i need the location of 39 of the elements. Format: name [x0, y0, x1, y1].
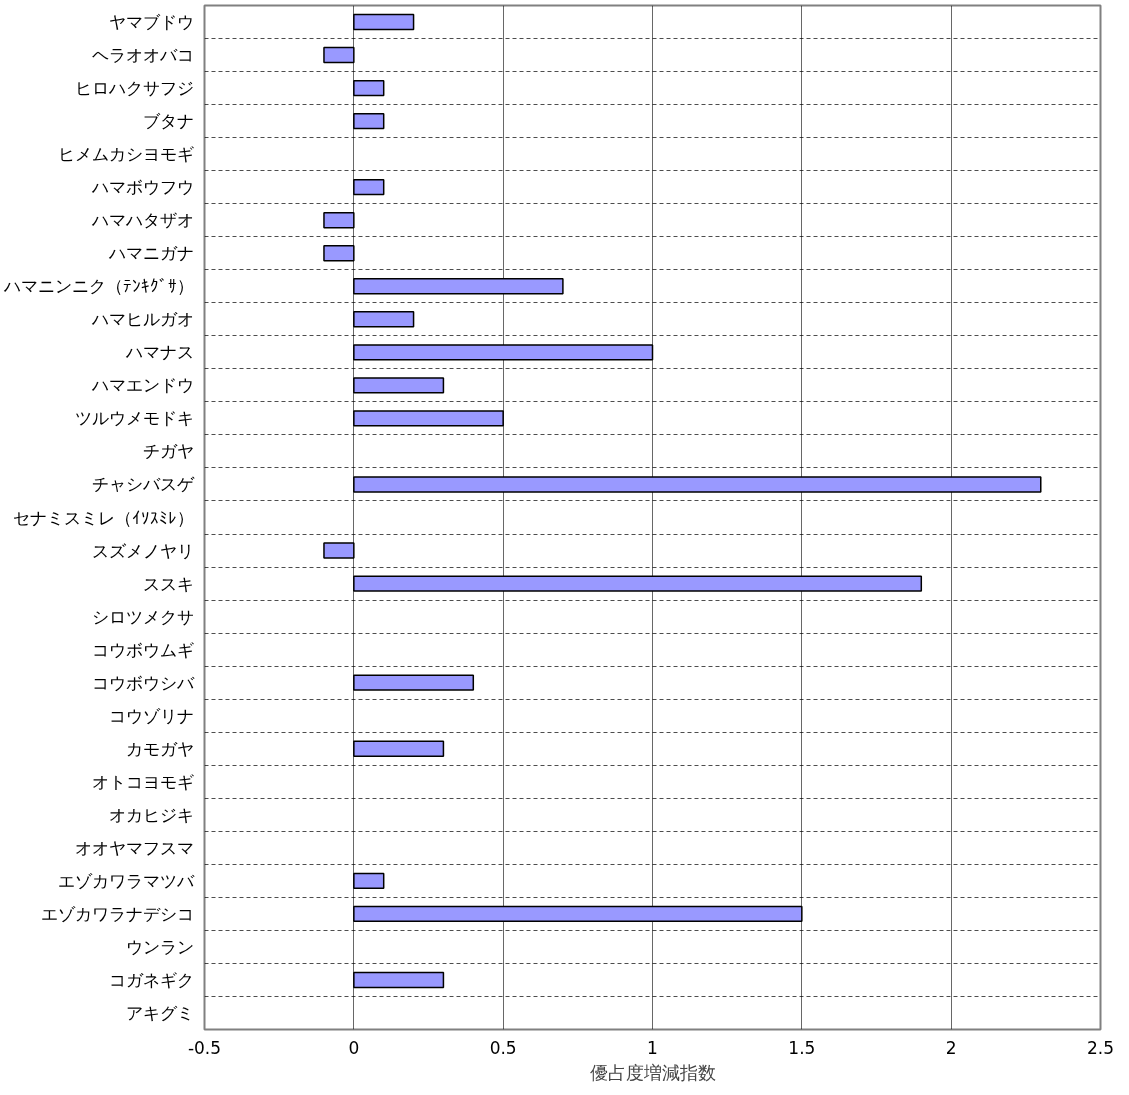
y-tick-label: ウンラン	[125, 936, 194, 957]
x-axis-title: 優占度増減指数	[589, 1061, 716, 1083]
y-tick-label: ハマボウフウ	[90, 177, 194, 198]
y-tick-label: チャシバスゲ	[91, 474, 195, 495]
y-tick-label: コガネギク	[108, 969, 194, 990]
y-tick-label: コウボウムギ	[91, 639, 194, 660]
y-tick-label: オオヤマフスマ	[74, 837, 194, 858]
y-tick-label: セナミスミレ（ｲｿｽﾐﾚ）	[12, 507, 194, 528]
x-tick-label: 1	[647, 1037, 658, 1058]
y-tick-label: ツルウメモドキ	[74, 408, 194, 429]
y-tick-label: オカヒジキ	[108, 804, 194, 825]
y-tick-label: エゾカワラナデシコ	[40, 903, 194, 924]
y-tick-label: シロツメクサ	[91, 606, 194, 627]
y-tick-label: オトコヨモギ	[91, 771, 194, 792]
y-tick-label: エゾカワラマツバ	[57, 870, 195, 891]
x-tick-label: 2	[945, 1037, 957, 1058]
y-tick-label: ハマハタザオ	[90, 210, 194, 231]
y-tick-label: ハマエンドウ	[90, 375, 194, 396]
y-tick-label: ススキ	[142, 573, 194, 594]
y-tick-label: ブタナ	[142, 111, 194, 132]
x-tick-label: 1.5	[788, 1037, 816, 1058]
y-tick-label: ハマナス	[124, 342, 194, 363]
y-tick-label: ハマニガナ	[107, 243, 194, 264]
y-tick-label: コウゾリナ	[108, 705, 194, 726]
y-tick-label: コウボウシバ	[91, 672, 195, 693]
y-tick-label: ヤマブドウ	[108, 12, 194, 33]
y-tick-label: ヒメムカシヨモギ	[57, 144, 194, 165]
y-tick-label: ハマヒルガオ	[90, 309, 194, 330]
y-tick-label: ヒロハクサフジ	[74, 78, 194, 99]
y-tick-label: ヘラオオバコ	[91, 45, 194, 66]
x-tick-label: 0	[348, 1037, 360, 1058]
x-tick-label: -0.5	[187, 1037, 222, 1058]
x-tick-label: 0.5	[489, 1037, 517, 1058]
y-tick-label: スズメノヤリ	[91, 540, 194, 561]
y-tick-label: ハマニンニク（ﾃﾝｷｸﾞｻ）	[2, 276, 194, 297]
y-tick-label: チガヤ	[142, 441, 194, 462]
y-tick-label: カモガヤ	[125, 738, 194, 759]
x-tick-label: 2.5	[1086, 1037, 1115, 1058]
y-tick-label: アキグミ	[125, 1002, 194, 1023]
